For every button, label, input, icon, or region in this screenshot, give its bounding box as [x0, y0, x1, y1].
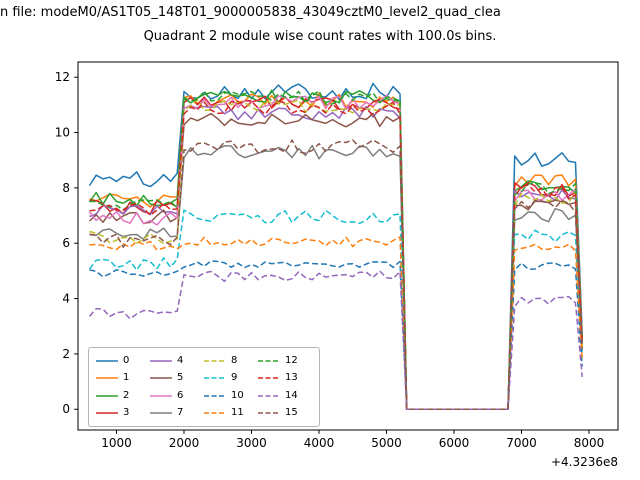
legend-line-sample-15 — [258, 412, 280, 415]
legend-item-6: 6 — [150, 389, 204, 401]
y-tick-label: 6 — [62, 236, 70, 250]
y-tick-label: 10 — [55, 126, 70, 140]
legend-item-8: 8 — [204, 354, 258, 366]
legend-item-2: 2 — [96, 389, 150, 401]
legend-label-10: 10 — [231, 389, 244, 401]
legend-label-2: 2 — [123, 389, 130, 401]
x-axis-offset-label: +4.3236e8 — [551, 455, 618, 469]
legend-item-4: 4 — [150, 354, 204, 366]
legend-item-10: 10 — [204, 389, 258, 401]
legend-label-12: 12 — [285, 354, 298, 366]
series-line-11 — [89, 236, 583, 410]
legend-item-14: 14 — [258, 389, 312, 401]
legend-line-sample-4 — [150, 359, 172, 362]
legend-label-13: 13 — [285, 372, 298, 384]
x-tick-label: 5000 — [371, 436, 402, 450]
legend-label-1: 1 — [123, 372, 130, 384]
legend-line-sample-9 — [204, 377, 226, 380]
legend-item-12: 12 — [258, 354, 312, 366]
legend-label-5: 5 — [177, 372, 184, 384]
legend-label-3: 3 — [123, 407, 130, 419]
x-tick-label: 7000 — [506, 436, 537, 450]
legend-line-sample-2 — [96, 394, 118, 397]
legend-item-15: 15 — [258, 408, 312, 418]
legend-line-sample-14 — [258, 394, 280, 397]
axes-frame — [77, 61, 619, 431]
y-tick-label: 12 — [55, 70, 70, 84]
legend-item-7: 7 — [150, 408, 204, 418]
legend-label-14: 14 — [285, 389, 298, 401]
x-tick-label: 2000 — [169, 436, 200, 450]
legend-line-sample-13 — [258, 377, 280, 380]
y-tick-label: 2 — [62, 347, 70, 361]
legend-line-sample-7 — [150, 412, 172, 415]
legend-line-sample-5 — [150, 377, 172, 380]
legend-label-0: 0 — [123, 354, 130, 366]
legend-item-5: 5 — [150, 373, 204, 383]
legend-line-sample-8 — [204, 359, 226, 362]
legend-label-11: 11 — [231, 407, 244, 419]
legend-item-13: 13 — [258, 373, 312, 383]
legend-label-4: 4 — [177, 354, 184, 366]
legend: 0 1 2 3 4 5 6 7 8 9 10 11 12 13 14 15 — [88, 347, 320, 427]
y-tick-label: 0 — [62, 402, 70, 416]
legend-label-8: 8 — [231, 354, 238, 366]
legend-label-7: 7 — [177, 407, 184, 419]
legend-line-sample-6 — [150, 394, 172, 397]
legend-line-sample-0 — [96, 359, 118, 362]
chart-title: Quadrant 2 module wise count rates with … — [143, 29, 497, 44]
legend-line-sample-1 — [96, 377, 118, 380]
legend-label-6: 6 — [177, 389, 184, 401]
legend-line-sample-11 — [204, 412, 226, 415]
legend-line-sample-10 — [204, 394, 226, 397]
series-line-9 — [88, 209, 583, 410]
x-tick-label: 4000 — [304, 436, 335, 450]
x-tick-label: 6000 — [439, 436, 470, 450]
x-tick-label: 1000 — [101, 436, 132, 450]
legend-item-9: 9 — [204, 373, 258, 383]
x-tick-label: 3000 — [236, 436, 267, 450]
legend-item-0: 0 — [96, 354, 150, 366]
legend-line-sample-3 — [96, 412, 118, 415]
legend-label-9: 9 — [231, 372, 238, 384]
x-tick-label: 8000 — [574, 436, 605, 450]
legend-item-3: 3 — [96, 408, 150, 418]
series-line-15 — [89, 139, 583, 410]
figure-suptitle: n file: modeM0/AS1T05_148T01_9000005838_… — [0, 5, 501, 20]
legend-item-11: 11 — [204, 408, 258, 418]
y-tick-label: 4 — [62, 292, 70, 306]
legend-line-sample-12 — [258, 359, 280, 362]
y-tick-label: 8 — [62, 181, 70, 195]
legend-item-1: 1 — [96, 373, 150, 383]
legend-label-15: 15 — [285, 407, 298, 419]
